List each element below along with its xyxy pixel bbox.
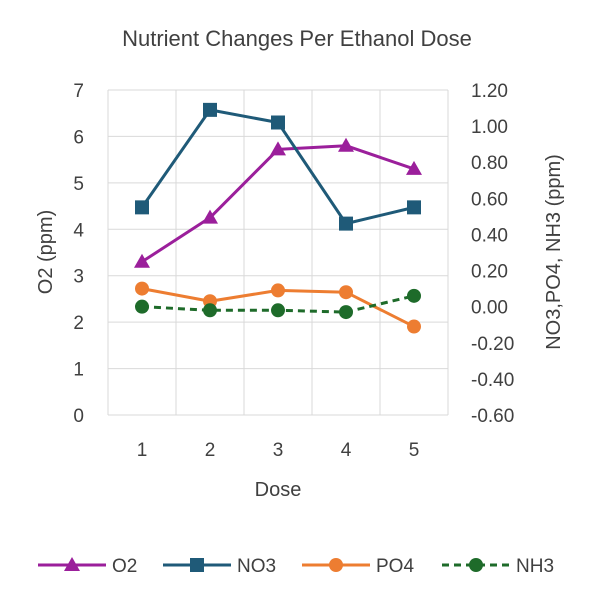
legend-marker-no3 bbox=[190, 558, 204, 572]
data-point-nh3 bbox=[135, 299, 149, 314]
data-point-po4 bbox=[407, 319, 421, 334]
x-tick-label: 3 bbox=[273, 440, 284, 461]
grid bbox=[107, 89, 449, 416]
data-point-nh3 bbox=[203, 303, 217, 318]
series-no3 bbox=[135, 102, 421, 231]
y-left-tick-label: 5 bbox=[73, 174, 84, 195]
y-left-tick-label: 1 bbox=[73, 360, 84, 381]
series-group bbox=[134, 102, 422, 334]
data-point-po4 bbox=[271, 283, 285, 298]
y-left-tick-label: 3 bbox=[73, 267, 84, 288]
y-right-tick-label: 1.20 bbox=[471, 81, 508, 102]
x-axis-ticks: 1 2 3 4 5 bbox=[137, 440, 420, 461]
data-point-nh3 bbox=[339, 305, 353, 320]
data-point-no3 bbox=[407, 200, 421, 215]
legend-marker-o2 bbox=[64, 557, 80, 571]
y-axis-right-label: NO3,PO4, NH3 (ppm) bbox=[543, 154, 565, 350]
y-left-tick-label: 6 bbox=[73, 127, 84, 148]
y-axis-left-label: O2 (ppm) bbox=[35, 210, 57, 294]
y-right-tick-label: -0.20 bbox=[471, 334, 514, 355]
legend-label-no3: NO3 bbox=[237, 556, 276, 577]
chart-title: Nutrient Changes Per Ethanol Dose bbox=[122, 26, 472, 51]
x-tick-label: 4 bbox=[341, 440, 352, 461]
y-left-tick-label: 0 bbox=[73, 406, 84, 427]
series-line-o2 bbox=[141, 144, 415, 264]
series-o2 bbox=[134, 137, 422, 268]
data-point-o2 bbox=[338, 137, 354, 152]
legend-item-no3: NO3 bbox=[163, 556, 276, 577]
legend-item-o2: O2 bbox=[38, 556, 137, 577]
y-left-tick-label: 2 bbox=[73, 313, 84, 334]
y-axis-right-ticks: -0.60 -0.40 -0.20 0.00 0.20 0.40 0.60 0.80 1.00 1… bbox=[471, 81, 514, 427]
y-right-tick-label: 1.00 bbox=[471, 117, 508, 138]
x-axis-label: Dose bbox=[255, 479, 302, 501]
data-point-po4 bbox=[135, 281, 149, 296]
data-point-o2 bbox=[202, 209, 218, 224]
data-point-o2 bbox=[134, 253, 150, 268]
y-axis-left-ticks: 0 1 2 3 4 5 6 7 bbox=[73, 81, 84, 427]
y-right-tick-label: 0.40 bbox=[471, 225, 508, 246]
y-right-tick-label: -0.40 bbox=[471, 370, 514, 391]
y-right-tick-label: 0.80 bbox=[471, 153, 508, 174]
y-left-tick-label: 7 bbox=[73, 81, 84, 102]
data-point-o2 bbox=[406, 160, 422, 175]
data-point-nh3 bbox=[407, 288, 421, 303]
data-point-no3 bbox=[135, 200, 149, 215]
y-right-tick-label: 0.60 bbox=[471, 189, 508, 210]
legend-label-nh3: NH3 bbox=[516, 556, 554, 577]
data-point-po4 bbox=[339, 285, 353, 300]
legend-label-o2: O2 bbox=[112, 556, 137, 577]
legend-label-po4: PO4 bbox=[376, 556, 414, 577]
legend: O2 NO3 PO4 NH3 bbox=[38, 556, 554, 577]
legend-item-nh3: NH3 bbox=[442, 556, 554, 577]
y-right-tick-label: 0.20 bbox=[471, 262, 508, 283]
x-tick-label: 5 bbox=[409, 440, 420, 461]
legend-marker-nh3 bbox=[469, 558, 483, 572]
series-nh3 bbox=[135, 288, 421, 320]
legend-item-po4: PO4 bbox=[302, 556, 414, 577]
y-left-tick-label: 4 bbox=[73, 220, 84, 241]
data-point-no3 bbox=[203, 102, 217, 117]
y-right-tick-label: -0.60 bbox=[471, 406, 514, 427]
x-tick-label: 2 bbox=[205, 440, 216, 461]
data-point-no3 bbox=[339, 216, 353, 231]
x-tick-label: 1 bbox=[137, 440, 148, 461]
y-right-tick-label: 0.00 bbox=[471, 298, 508, 319]
series-po4 bbox=[135, 281, 421, 334]
data-point-nh3 bbox=[271, 303, 285, 318]
data-point-o2 bbox=[270, 141, 286, 156]
legend-marker-po4 bbox=[329, 558, 343, 572]
data-point-no3 bbox=[271, 115, 285, 130]
